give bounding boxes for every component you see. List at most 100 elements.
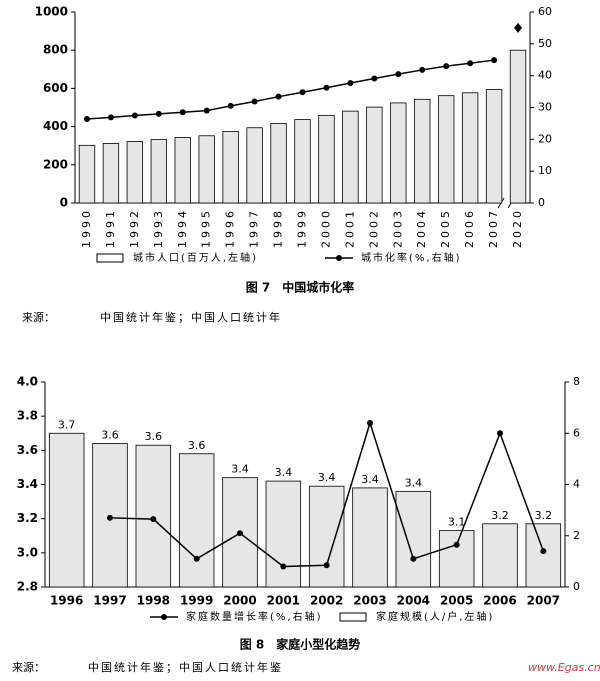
bar [174,137,191,204]
x-tick-label: 1994 [176,208,189,248]
line-marker [419,66,426,73]
x-tick-label: 2002 [367,208,380,248]
line-marker [251,98,258,105]
y-tick-label: 3.8 [17,409,38,423]
y-tick-label: 400 [43,119,68,133]
x-tick-label: 2006 [463,208,476,248]
line-marker [514,22,523,33]
line-marker [237,530,243,537]
bar [482,523,518,588]
bar [246,127,263,204]
bar [222,131,239,204]
line-segment [446,62,471,67]
x-tick-label: 1996 [224,208,237,248]
value-label: 3.4 [275,466,293,479]
line-segment [196,532,241,560]
bar [366,106,383,204]
bar [265,480,302,588]
y-tick-label: 3.4 [17,477,38,491]
bar [390,102,407,204]
x-tick-label: 2006 [483,594,516,608]
legend-label: 家庭规模(人/户,左轴) [376,610,494,623]
value-label: 3.4 [231,463,249,476]
bar [78,144,96,204]
line-segment [326,82,351,89]
x-tick-label: 2007 [527,594,560,608]
bar [294,119,311,204]
y-tick-label: 3.2 [17,511,38,525]
x-tick-label: 2007 [487,208,500,248]
bar [198,135,215,204]
x-tick-label: 1993 [152,208,165,248]
y2-tick-label: 8 [573,375,580,388]
legend-label: 城市人口(百万人,左轴) [133,251,258,264]
bar [509,49,527,204]
line-marker [107,114,114,121]
line-segment [499,432,545,552]
value-label: 3.4 [361,473,379,486]
line-segment [369,422,415,560]
figure-caption: 图 7 中国城市化率 [246,280,355,295]
value-label: 3.4 [405,476,423,489]
x-tick-label: 1990 [80,208,93,248]
y2-tick-label: 20 [538,132,552,145]
legend-label: 城市化率(%,右轴) [361,251,461,264]
source-label: 来源： [22,310,55,324]
line-segment [470,59,495,64]
x-tick-label: 2001 [343,208,356,248]
y-tick-label: 3.6 [17,443,38,457]
x-tick-label: 1999 [180,594,213,608]
line-marker [453,541,460,548]
value-label: 3.6 [188,439,206,452]
bar [414,98,431,204]
line-segment [152,518,198,560]
bar [48,432,85,588]
bar [318,114,335,204]
line-segment [374,73,399,80]
y-tick-label: 2.8 [17,580,38,594]
legend-swatch [161,614,167,620]
line-marker [227,102,234,109]
x-tick-label: 1995 [200,208,213,248]
bar [126,141,144,204]
watermark: www.Egas.cn [528,661,600,674]
x-tick-label: 2000 [223,594,256,608]
bar [438,530,475,588]
source-label: 来源： [12,660,45,674]
y-tick-label: 3.0 [17,545,38,559]
y-tick-label: 600 [43,81,68,95]
x-tick-label: 2001 [267,594,300,608]
line-segment [86,116,111,120]
bar [461,92,479,204]
line-segment [302,87,327,93]
bar [352,487,388,588]
y2-tick-label: 40 [538,69,552,82]
bar [270,123,287,204]
x-tick-label: 1997 [93,594,126,608]
x-tick-label: 1998 [272,208,285,248]
x-tick-label: 1991 [104,208,117,248]
bar [342,110,359,204]
line-segment [182,109,207,114]
value-label: 3.6 [101,429,119,442]
y2-tick-label: 6 [573,426,580,439]
value-label: 3.4 [318,471,336,484]
line-marker [323,562,330,569]
line-segment [158,111,183,115]
x-tick-label: 1996 [50,594,83,608]
y2-tick-label: 30 [538,101,552,114]
bar [525,523,562,588]
value-label: 3.2 [535,509,553,522]
x-tick-label: 2004 [397,594,430,608]
y-tick-label: 1000 [35,5,68,19]
x-tick-label: 2000 [319,208,332,248]
x-tick-label: 2003 [353,594,386,608]
line-marker [131,112,138,119]
bar [150,139,167,204]
line-marker [193,555,200,562]
x-tick-label: 1992 [128,208,141,248]
y2-tick-label: 2 [573,529,580,542]
line-marker [280,563,287,570]
bar [178,453,215,588]
line-marker [299,89,306,96]
